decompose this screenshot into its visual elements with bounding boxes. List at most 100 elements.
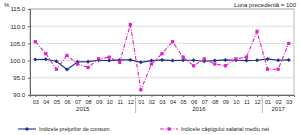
legend-marker: [167, 127, 170, 130]
legend: Indicele preţurilor de consumIndicele câ…: [18, 126, 270, 132]
point-marker: [150, 62, 153, 65]
x-tick-label: 05: [54, 99, 60, 105]
x-tick-label: 01: [265, 99, 271, 105]
point-marker: [287, 42, 290, 45]
y-tick-label: 110.0: [10, 24, 25, 30]
x-tick-mark: [183, 95, 184, 97]
x-tick-label: 03: [33, 99, 39, 105]
x-tick-label: 12: [254, 99, 260, 105]
y-tick-mark: [28, 95, 30, 96]
x-tick-label: 08: [212, 99, 218, 105]
year-label: 2017: [271, 106, 285, 112]
series-line: [35, 24, 288, 89]
point-marker: [234, 58, 238, 62]
y-tick: 115.0: [10, 6, 30, 12]
x-tick-mark: [246, 95, 247, 97]
x-axis-line: [31, 96, 295, 98]
year-label: 2015: [76, 106, 90, 112]
x-tick: 04: [170, 95, 176, 105]
plot: 90.095.0100.0105.0110.0115.0030405060708…: [10, 6, 295, 113]
point-marker: [139, 88, 142, 91]
y-tick-mark: [28, 61, 30, 62]
point-marker: [55, 68, 58, 71]
x-tick-label: 09: [223, 99, 229, 105]
point-marker: [287, 58, 291, 62]
x-tick-label: 03: [159, 99, 165, 105]
x-tick-label: 03: [286, 99, 292, 105]
point-marker: [192, 64, 195, 67]
x-tick-label: 10: [107, 99, 113, 105]
y-axis-title: %: [4, 2, 10, 8]
x-tick-mark: [162, 95, 163, 97]
y-tick-mark: [28, 43, 30, 44]
y-tick: 90.0: [13, 92, 30, 98]
point-marker: [266, 57, 270, 61]
x-tick-label: 10: [233, 99, 239, 105]
x-tick-mark: [99, 95, 100, 97]
point-marker: [213, 59, 217, 63]
point-marker: [107, 59, 111, 63]
grid-line: [30, 26, 294, 27]
year-separator: [135, 95, 136, 113]
x-tick-mark: [173, 95, 174, 97]
y-tick: 95.0: [13, 75, 30, 81]
y-tick-label: 115.0: [10, 6, 25, 12]
x-tick-mark: [78, 95, 79, 97]
point-marker: [129, 23, 132, 26]
x-tick-mark: [204, 95, 205, 97]
x-tick: 09: [223, 95, 229, 105]
year-separator: [262, 95, 263, 113]
point-marker: [65, 54, 68, 57]
point-marker: [224, 64, 227, 67]
point-marker: [34, 40, 37, 43]
x-tick-label: 02: [276, 99, 282, 105]
x-tick: 12: [254, 95, 260, 105]
point-marker: [76, 62, 79, 65]
x-tick-label: 09: [96, 99, 102, 105]
x-tick-mark: [215, 95, 216, 97]
point-marker: [118, 61, 121, 64]
legend-label: Indicele câştigului salarial mediu net: [181, 126, 270, 132]
point-marker: [171, 40, 174, 43]
x-tick-label: 08: [86, 99, 92, 105]
point-marker: [234, 57, 237, 60]
point-marker: [33, 58, 37, 62]
y-tick-mark: [28, 78, 30, 79]
point-marker: [255, 30, 258, 33]
point-marker: [86, 60, 90, 64]
point-marker: [255, 58, 259, 62]
x-tick-mark: [257, 95, 258, 97]
x-tick: 11: [117, 95, 123, 105]
x-tick-mark: [46, 95, 47, 97]
x-tick-mark: [151, 95, 152, 97]
y-tick-label: 105.0: [10, 41, 26, 47]
point-marker: [192, 58, 196, 62]
point-marker: [108, 56, 111, 59]
x-tick-label: 07: [202, 99, 208, 105]
y-axis: 90.095.0100.0105.0110.0115.0: [10, 6, 31, 98]
x-tick: 03: [33, 95, 39, 105]
x-tick-label: 07: [75, 99, 81, 105]
year-label: 2016: [192, 106, 206, 112]
point-marker: [44, 57, 48, 61]
point-marker: [44, 52, 47, 55]
x-tick: 08: [86, 95, 92, 105]
x-tick-mark: [225, 95, 226, 97]
x-tick-mark: [56, 95, 57, 97]
x-tick-label: 02: [149, 99, 155, 105]
x-tick: 06: [64, 95, 70, 105]
grid: [30, 9, 294, 95]
x-tick: 08: [212, 95, 218, 105]
x-tick-mark: [194, 95, 195, 97]
y-tick-label: 90.0: [13, 92, 25, 98]
y-tick-mark: [28, 26, 30, 27]
x-tick: 04: [43, 95, 49, 105]
point-marker: [203, 57, 206, 60]
chart: 90.095.0100.0105.0110.0115.0030405060708…: [0, 0, 300, 135]
y-tick: 110.0: [10, 24, 30, 30]
x-tick: 02: [149, 95, 155, 105]
x-tick: 07: [75, 95, 81, 105]
point-marker: [277, 68, 280, 71]
x-tick: 02: [276, 95, 282, 105]
point-marker: [276, 58, 280, 62]
